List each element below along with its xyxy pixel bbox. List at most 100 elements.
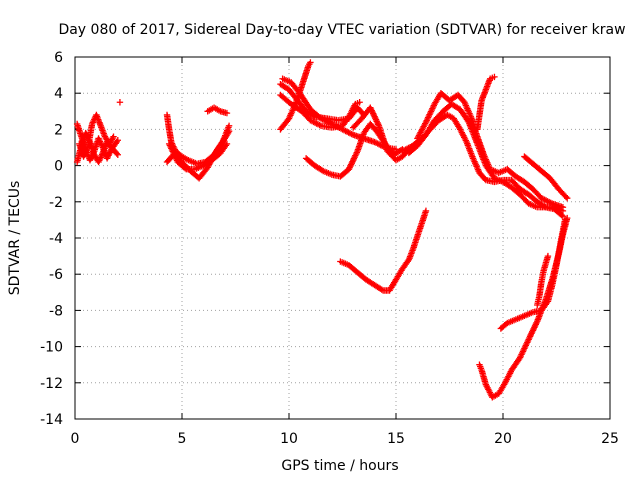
- data-series-19: [521, 153, 571, 202]
- data-point: [225, 128, 233, 135]
- data-series-22: [534, 252, 552, 309]
- data-point-trail: [197, 165, 210, 181]
- x-tick-label: 10: [280, 431, 298, 447]
- x-tick-label: 0: [71, 431, 80, 447]
- x-tick-label: 20: [494, 431, 512, 447]
- data-point-trail: [166, 142, 181, 164]
- data-point-trail: [278, 81, 291, 92]
- data-point: [86, 156, 94, 164]
- data-point-trail: [483, 383, 495, 399]
- data-point-trail: [354, 131, 367, 153]
- data-point-trail: [540, 254, 551, 273]
- data-point-trail: [218, 142, 230, 155]
- data-point-trail: [466, 120, 480, 146]
- data-point-trail: [393, 267, 405, 282]
- data-point-trail: [193, 163, 205, 172]
- data-point-trail: [308, 117, 323, 129]
- data-point-trail: [286, 102, 298, 121]
- data-point: [223, 140, 231, 148]
- data-point-trail: [299, 64, 311, 88]
- data-point: [534, 301, 541, 309]
- data-series-12: [277, 59, 314, 133]
- data-point: [110, 133, 117, 140]
- data-point: [103, 155, 111, 162]
- data-point-trail: [96, 136, 106, 150]
- data-point-trail: [81, 145, 91, 159]
- data-point-trail: [474, 142, 489, 168]
- data-point-trail: [483, 77, 493, 92]
- data-point-trail: [299, 109, 313, 123]
- data-point-trail: [536, 279, 545, 298]
- data-point-trail: [522, 154, 535, 166]
- data-point-trail: [212, 105, 223, 114]
- data-point: [422, 118, 430, 126]
- data-point: [356, 99, 363, 106]
- data-point-trail: [414, 221, 425, 238]
- data-point-trail: [340, 127, 355, 138]
- chart-title: Day 080 of 2017, Sidereal Day-to-day VTE…: [58, 22, 625, 38]
- data-point-trail: [527, 201, 539, 210]
- data-point-trail: [539, 195, 554, 206]
- data-point-trail: [346, 102, 358, 119]
- data-point-trail: [106, 134, 116, 146]
- data-series-13: [302, 120, 406, 180]
- data-point-trail: [415, 120, 429, 141]
- data-point-trail: [517, 337, 532, 360]
- data-point-trail: [518, 186, 531, 197]
- data-point-trail: [173, 149, 184, 159]
- data-point-trail: [555, 232, 566, 256]
- data-point-trail: [474, 113, 483, 131]
- data-point-trail: [522, 179, 535, 192]
- data-point-trail: [214, 136, 227, 153]
- y-tick-label: -14: [40, 412, 63, 428]
- data-point-trail: [477, 170, 488, 183]
- data-point-trail: [109, 145, 120, 157]
- data-point-trail: [400, 258, 411, 271]
- data-point-trail: [400, 143, 415, 154]
- data-point: [559, 207, 567, 215]
- data-series-4: [116, 99, 124, 106]
- y-tick-label: 0: [54, 159, 63, 175]
- data-point-trail: [514, 313, 526, 322]
- data-point-trail: [368, 122, 379, 134]
- data-point-trail: [175, 159, 189, 172]
- data-point-trail: [338, 167, 351, 179]
- data-point-trail: [538, 269, 547, 283]
- data-series-3: [76, 111, 117, 160]
- data-points: [73, 59, 571, 401]
- data-point: [114, 151, 121, 158]
- data-point-trail: [98, 124, 108, 139]
- data-series-10: [277, 91, 363, 131]
- data-point-trail: [355, 270, 368, 282]
- data-point-trail: [292, 84, 305, 106]
- data-point-trail: [321, 168, 334, 178]
- data-point-trail: [351, 116, 364, 130]
- data-point-trail: [218, 108, 229, 116]
- data-point-trail: [477, 363, 485, 372]
- data-point-trail: [445, 112, 456, 121]
- data-point-trail: [406, 143, 420, 156]
- data-point-trail: [304, 156, 317, 168]
- data-point-trail: [483, 163, 497, 181]
- data-series-8: [204, 104, 231, 117]
- data-point: [95, 158, 102, 166]
- data-point-trail: [509, 178, 523, 191]
- data-point-trail: [346, 263, 360, 275]
- data-point-trail: [539, 168, 553, 181]
- data-series-17: [405, 100, 567, 215]
- data-point-trail: [526, 319, 540, 342]
- y-tick-label: -2: [49, 195, 63, 211]
- data-point-trail: [419, 209, 429, 226]
- data-point-trail: [312, 163, 325, 174]
- data-point-trail: [432, 109, 446, 123]
- data-point-trail: [462, 100, 474, 119]
- data-point-trail: [470, 156, 482, 175]
- data-point: [225, 122, 233, 129]
- data-point-trail: [502, 368, 514, 385]
- data-point-trail: [498, 321, 510, 331]
- data-point-trail: [330, 121, 345, 132]
- data-point-trail: [547, 176, 561, 191]
- y-tick-label: -6: [49, 267, 63, 283]
- data-point-trail: [509, 355, 523, 372]
